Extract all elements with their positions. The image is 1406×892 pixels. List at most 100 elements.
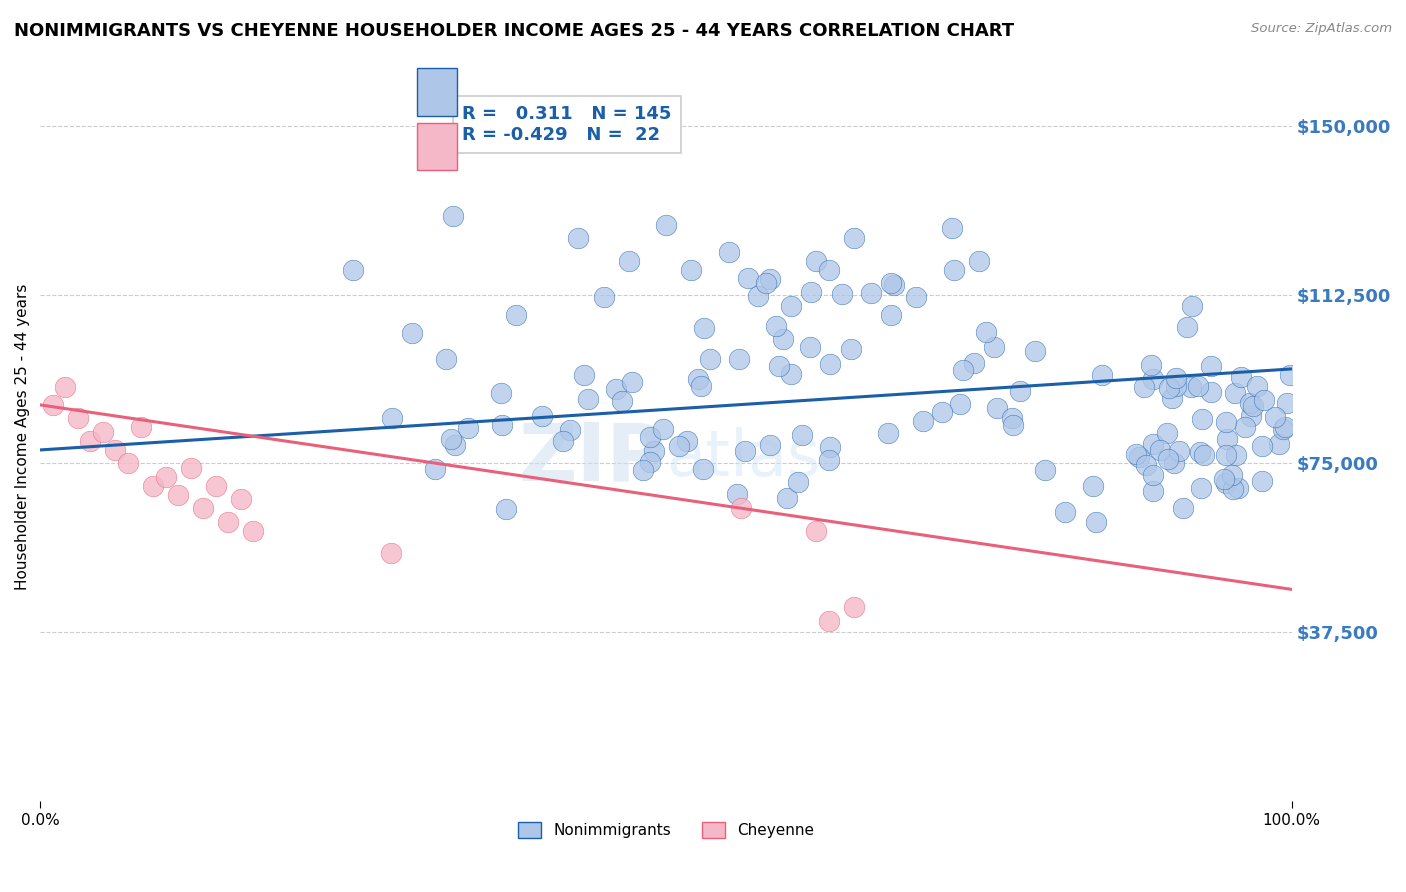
Point <box>880 308 903 322</box>
Point <box>531 409 554 423</box>
Point <box>1181 299 1204 313</box>
Point <box>692 462 714 476</box>
Point <box>839 342 862 356</box>
Point <box>806 524 828 538</box>
Text: ZIP: ZIP <box>519 419 666 497</box>
Point <box>1149 442 1171 457</box>
Point <box>443 438 465 452</box>
Point <box>759 272 782 286</box>
Point <box>1227 481 1250 495</box>
Point <box>129 420 152 434</box>
Point <box>651 422 673 436</box>
Point <box>617 254 640 268</box>
Point <box>1225 448 1247 462</box>
Point <box>401 326 423 340</box>
Point <box>567 231 589 245</box>
Point <box>1008 384 1031 398</box>
Point <box>191 501 214 516</box>
Point <box>1024 343 1046 358</box>
Point <box>1241 399 1264 413</box>
Point <box>787 475 810 489</box>
Point <box>1229 370 1251 384</box>
Point <box>1268 436 1291 450</box>
Point <box>1135 458 1157 472</box>
Point <box>551 434 574 448</box>
Point <box>876 425 898 440</box>
Point <box>692 321 714 335</box>
Point <box>1163 457 1185 471</box>
Point <box>686 372 709 386</box>
Point <box>457 420 479 434</box>
Point <box>1222 482 1244 496</box>
Point <box>1216 433 1239 447</box>
Point <box>434 352 457 367</box>
Point <box>91 425 114 439</box>
Point <box>612 394 634 409</box>
Point <box>1212 471 1234 485</box>
Point <box>1215 475 1237 490</box>
Point <box>842 231 865 245</box>
Point <box>817 614 839 628</box>
Point <box>949 397 972 411</box>
Point <box>142 479 165 493</box>
Point <box>1164 379 1187 393</box>
Point <box>963 356 986 370</box>
Point <box>495 502 517 516</box>
Point <box>690 378 713 392</box>
FancyBboxPatch shape <box>418 123 457 170</box>
Point <box>558 423 581 437</box>
Point <box>342 263 364 277</box>
Text: R =   0.311   N = 145
R = -0.429   N =  22: R = 0.311 N = 145 R = -0.429 N = 22 <box>463 104 672 144</box>
Point <box>592 290 614 304</box>
FancyBboxPatch shape <box>418 69 457 116</box>
Point <box>859 286 882 301</box>
Point <box>1239 396 1261 410</box>
Point <box>675 434 697 448</box>
Point <box>759 438 782 452</box>
Point <box>381 410 404 425</box>
Point <box>1251 474 1274 488</box>
Point <box>1142 372 1164 386</box>
Point <box>905 290 928 304</box>
Text: Source: ZipAtlas.com: Source: ZipAtlas.com <box>1251 22 1392 36</box>
Point <box>425 462 447 476</box>
Point <box>1091 368 1114 382</box>
Point <box>1166 371 1188 385</box>
Point <box>780 299 803 313</box>
Point <box>1159 381 1181 395</box>
Point <box>747 288 769 302</box>
Point <box>681 263 703 277</box>
Text: NONIMMIGRANTS VS CHEYENNE HOUSEHOLDER INCOME AGES 25 - 44 YEARS CORRELATION CHAR: NONIMMIGRANTS VS CHEYENNE HOUSEHOLDER IN… <box>14 22 1014 40</box>
Point <box>941 221 963 235</box>
Point <box>1220 468 1243 483</box>
Point <box>817 263 839 277</box>
Point <box>1001 418 1024 433</box>
Point <box>1194 448 1216 462</box>
Point <box>66 411 89 425</box>
Point <box>1160 392 1182 406</box>
Point <box>1033 463 1056 477</box>
Point <box>818 452 841 467</box>
Point <box>831 287 853 301</box>
Point <box>1277 396 1299 410</box>
Point <box>1278 368 1301 383</box>
Point <box>730 501 752 516</box>
Point <box>952 363 974 377</box>
Point <box>167 488 190 502</box>
Point <box>1264 409 1286 424</box>
Point <box>1142 483 1164 498</box>
Point <box>1240 409 1263 424</box>
Point <box>1168 444 1191 458</box>
Point <box>1274 419 1296 434</box>
Point <box>605 382 627 396</box>
Point <box>1085 515 1108 529</box>
Point <box>638 429 661 443</box>
Point <box>204 479 226 493</box>
Point <box>643 444 665 458</box>
Point <box>242 524 264 538</box>
Point <box>842 600 865 615</box>
Point <box>117 457 139 471</box>
Point <box>1177 320 1199 334</box>
Point <box>668 439 690 453</box>
Point <box>942 263 965 277</box>
